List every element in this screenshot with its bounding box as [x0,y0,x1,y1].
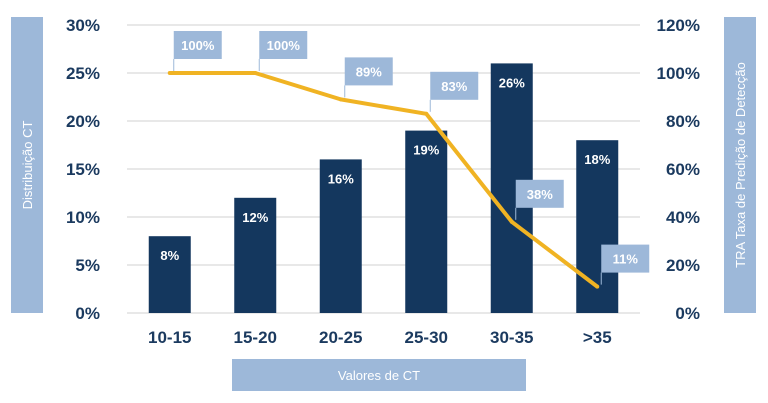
line-data-label: 100% [267,38,301,53]
category-label: 25-30 [405,328,448,347]
category-label: 10-15 [148,328,191,347]
left-tick-label: 0% [75,304,100,323]
right-axis-title: TRA Taxa de Predição de Detecção [733,62,748,268]
right-axis-title-box: TRA Taxa de Predição de Detecção [724,17,756,313]
line-data-label: 11% [613,252,639,267]
line-label-box [515,179,564,208]
bar-data-label: 26% [499,75,525,90]
left-tick-label: 10% [66,208,100,227]
line-data-label: 38% [527,187,553,202]
line-point [253,71,258,75]
left-tick-label: 30% [66,16,100,35]
left-axis-title: Distribuição CT [20,121,35,210]
bar-data-label: 8% [160,248,179,263]
line-label-box [259,31,308,59]
bar [319,159,362,313]
line-point [595,284,600,289]
bar-data-label: 16% [328,171,354,186]
x-axis-title-box: Valores de CT [232,359,526,391]
x-axis-title: Valores de CT [338,368,420,383]
line-point [338,97,343,102]
category-label: 30-35 [490,328,533,347]
line-data-label: 83% [441,79,467,94]
left-tick-label: 25% [66,64,100,83]
right-tick-label: 20% [666,256,700,275]
line-data-label: 100% [181,38,215,53]
right-tick-label: 40% [666,208,700,227]
right-tick-label: 60% [666,160,700,179]
left-tick-label: 20% [66,112,100,131]
category-label: >35 [583,328,612,347]
line-label-box [601,244,650,273]
left-axis-ticks: 0% 5% 10% 15% 20% 25% 30% [66,16,100,323]
bar [234,197,277,313]
right-axis-ticks: 0% 20% 40% 60% 80% 100% 120% [657,16,700,323]
category-labels: 10-15 15-20 20-25 25-30 30-35 >35 [148,328,612,347]
line-series [167,71,600,289]
category-label: 20-25 [319,328,362,347]
bar [148,236,191,313]
right-tick-label: 80% [666,112,700,131]
bar [405,130,448,313]
line-label-box [430,71,479,100]
line-label-box [344,57,393,86]
bar-data-label: 18% [584,152,610,167]
line-point [167,71,172,75]
line-point [509,219,514,224]
right-tick-label: 0% [675,304,700,323]
line-point [424,111,429,116]
left-axis-title-box: Distribuição CT [11,17,43,313]
line-path [169,71,599,289]
left-tick-label: 15% [66,160,100,179]
line-data-labels: 100% 100% 89% 83% 38% 11% [173,31,650,285]
bar-data-label: 19% [413,143,439,158]
right-tick-label: 100% [657,64,700,83]
right-tick-label: 120% [657,16,700,35]
left-tick-label: 5% [75,256,100,275]
category-label: 15-20 [234,328,277,347]
line-data-label: 89% [356,64,382,79]
bar-series: 8% 12% 16% 19% 26% 18% [148,63,619,314]
bar-data-label: 12% [242,210,268,225]
line-label-box [173,31,222,59]
